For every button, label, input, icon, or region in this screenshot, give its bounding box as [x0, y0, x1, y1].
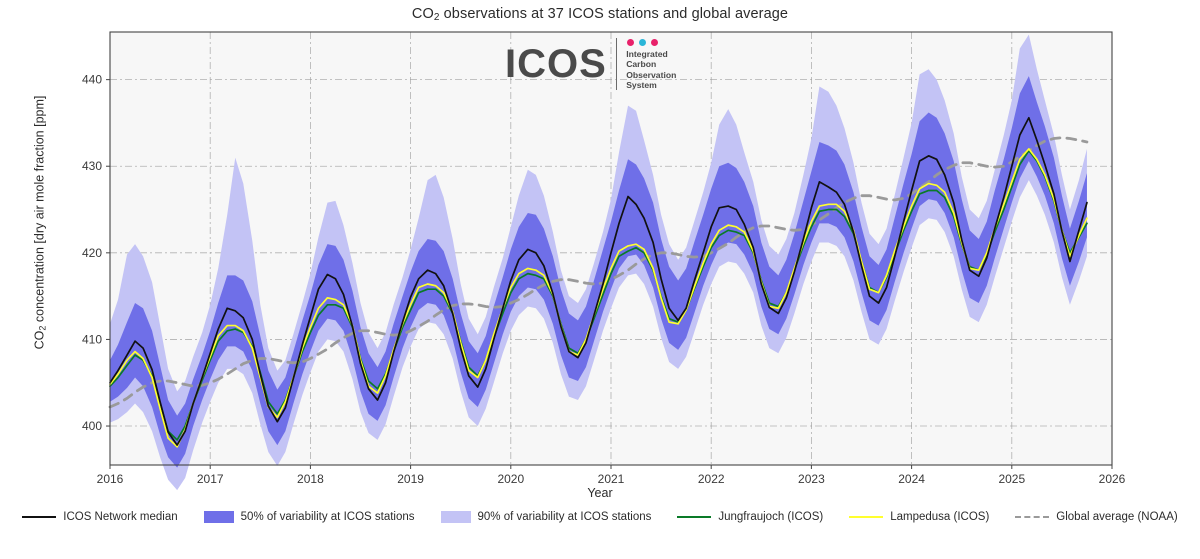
chart-title: CO2 observations at 37 ICOS stations and… [0, 6, 1200, 23]
legend-item[interactable]: ICOS Network median [22, 511, 178, 523]
legend-line-sample [22, 516, 57, 518]
x-tick-label: 2022 [698, 472, 725, 486]
variability-band [110, 34, 1087, 491]
legend-item[interactable]: Jungfraujoch (ICOS) [677, 511, 823, 523]
chart-title-suffix: observations at 37 ICOS stations and glo… [439, 6, 789, 22]
x-tick-label: 2018 [297, 472, 324, 486]
legend-label: Lampedusa (ICOS) [890, 511, 990, 523]
y-tick-label: 400 [82, 419, 102, 433]
y-tick-label: 420 [82, 246, 102, 260]
legend-label: 50% of variability at ICOS stations [240, 511, 415, 523]
x-tick-label: 2025 [998, 472, 1025, 486]
chart-legend: ICOS Network median 50% of variability at… [0, 505, 1200, 529]
y-tick-label: 430 [82, 159, 102, 173]
legend-label: 90% of variability at ICOS stations [477, 511, 652, 523]
chart-title-prefix: CO [411, 6, 434, 22]
legend-swatch [440, 511, 471, 523]
y-tick-label: 410 [82, 332, 102, 346]
legend-line-sample [849, 516, 884, 518]
data-series-line [109, 116, 1088, 446]
legend-item[interactable]: Global average (NOAA) [1015, 511, 1178, 523]
chart-title-subscript: 2 [433, 12, 440, 24]
legend-label: Jungfraujoch (ICOS) [718, 511, 824, 523]
x-tick-label: 2026 [1099, 472, 1126, 486]
legend-line-sample [1015, 516, 1050, 518]
legend-line-sample [677, 516, 712, 518]
legend-item[interactable]: Lampedusa (ICOS) [849, 511, 989, 523]
x-tick-label: 2023 [798, 472, 825, 486]
x-axis-label: Year [587, 486, 613, 500]
data-series-line [108, 136, 1089, 409]
x-tick-label: 2016 [97, 472, 124, 486]
x-tick-label: 2019 [397, 472, 424, 486]
legend-item[interactable]: 90% of variability at ICOS stations [440, 511, 652, 523]
y-tick-label: 440 [82, 73, 102, 87]
legend-label: ICOS Network median [63, 511, 178, 523]
legend-item[interactable]: 50% of variability at ICOS stations [203, 511, 415, 523]
x-tick-label: 2024 [898, 472, 925, 486]
x-tick-label: 2021 [598, 472, 625, 486]
data-series-line [109, 149, 1088, 441]
x-tick-label: 2020 [497, 472, 524, 486]
x-tick-label: 2017 [197, 472, 224, 486]
legend-swatch [203, 511, 234, 523]
variability-band [110, 76, 1087, 468]
legend-label: Global average (NOAA) [1056, 511, 1178, 523]
